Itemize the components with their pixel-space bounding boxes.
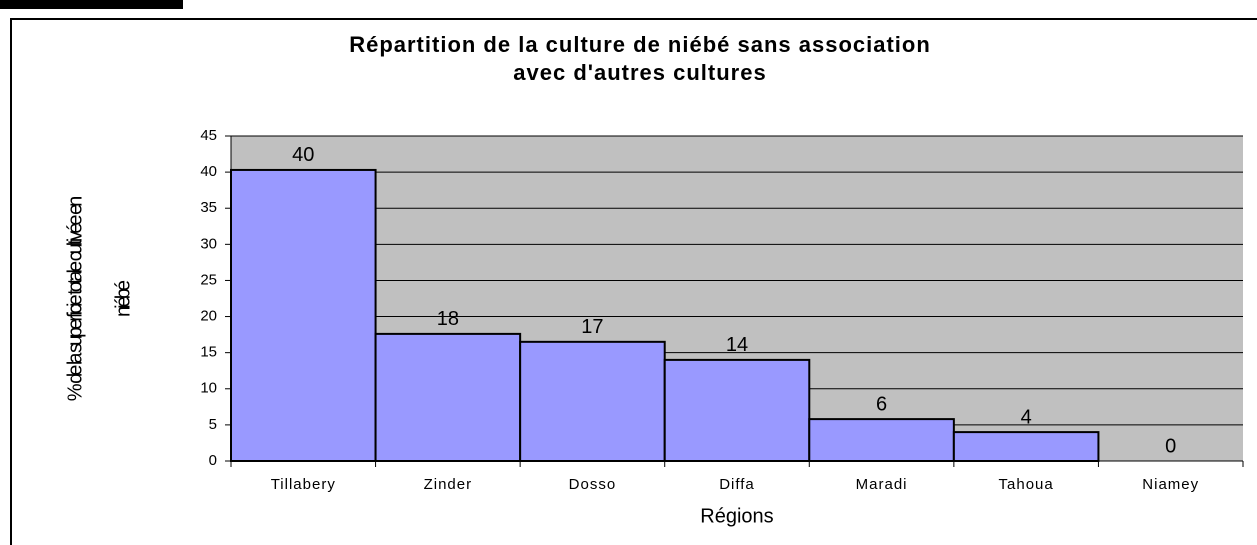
x-tick-label: Niamey [1142,476,1199,493]
y-tick-label: 20 [200,308,217,325]
y-tick-label: 40 [200,163,217,180]
bar [663,358,811,462]
x-axis-label: Régions [700,505,773,527]
bar [808,418,955,463]
y-axis-label: niébé [112,280,134,317]
caption-marker [0,0,183,9]
data-label: 6 [876,393,887,415]
chart-title: avec d'autres cultures [513,60,766,85]
data-label: 0 [1165,435,1176,457]
y-tick-label: 25 [200,271,217,288]
y-tick-label: 35 [200,199,217,216]
data-label: 4 [1021,406,1032,428]
data-label: 17 [581,316,603,338]
y-tick-label: 5 [209,416,217,433]
x-tick-label: Zinder [424,476,473,493]
bar [374,332,522,462]
data-label: 14 [726,334,748,356]
x-tick-label: Tahoua [999,476,1054,493]
x-tick-label: Maradi [856,476,908,493]
bar [952,431,1100,463]
y-tick-label: 10 [200,380,217,397]
data-label: 40 [292,144,314,166]
y-tick-label: 15 [200,344,217,361]
y-axis-label: % de la superficie totale cultivée en [64,197,86,401]
x-tick-label: Dosso [569,476,617,493]
bar [230,168,377,462]
y-tick-label: 30 [200,235,217,252]
x-tick-label: Tillabery [271,476,336,493]
y-tick-label: 45 [200,127,217,144]
bar [519,340,666,463]
chart-title: Répartition de la culture de niébé sans … [349,32,931,57]
y-tick-label: 0 [209,452,217,469]
data-label: 18 [437,308,459,330]
x-tick-label: Diffa [719,476,755,493]
